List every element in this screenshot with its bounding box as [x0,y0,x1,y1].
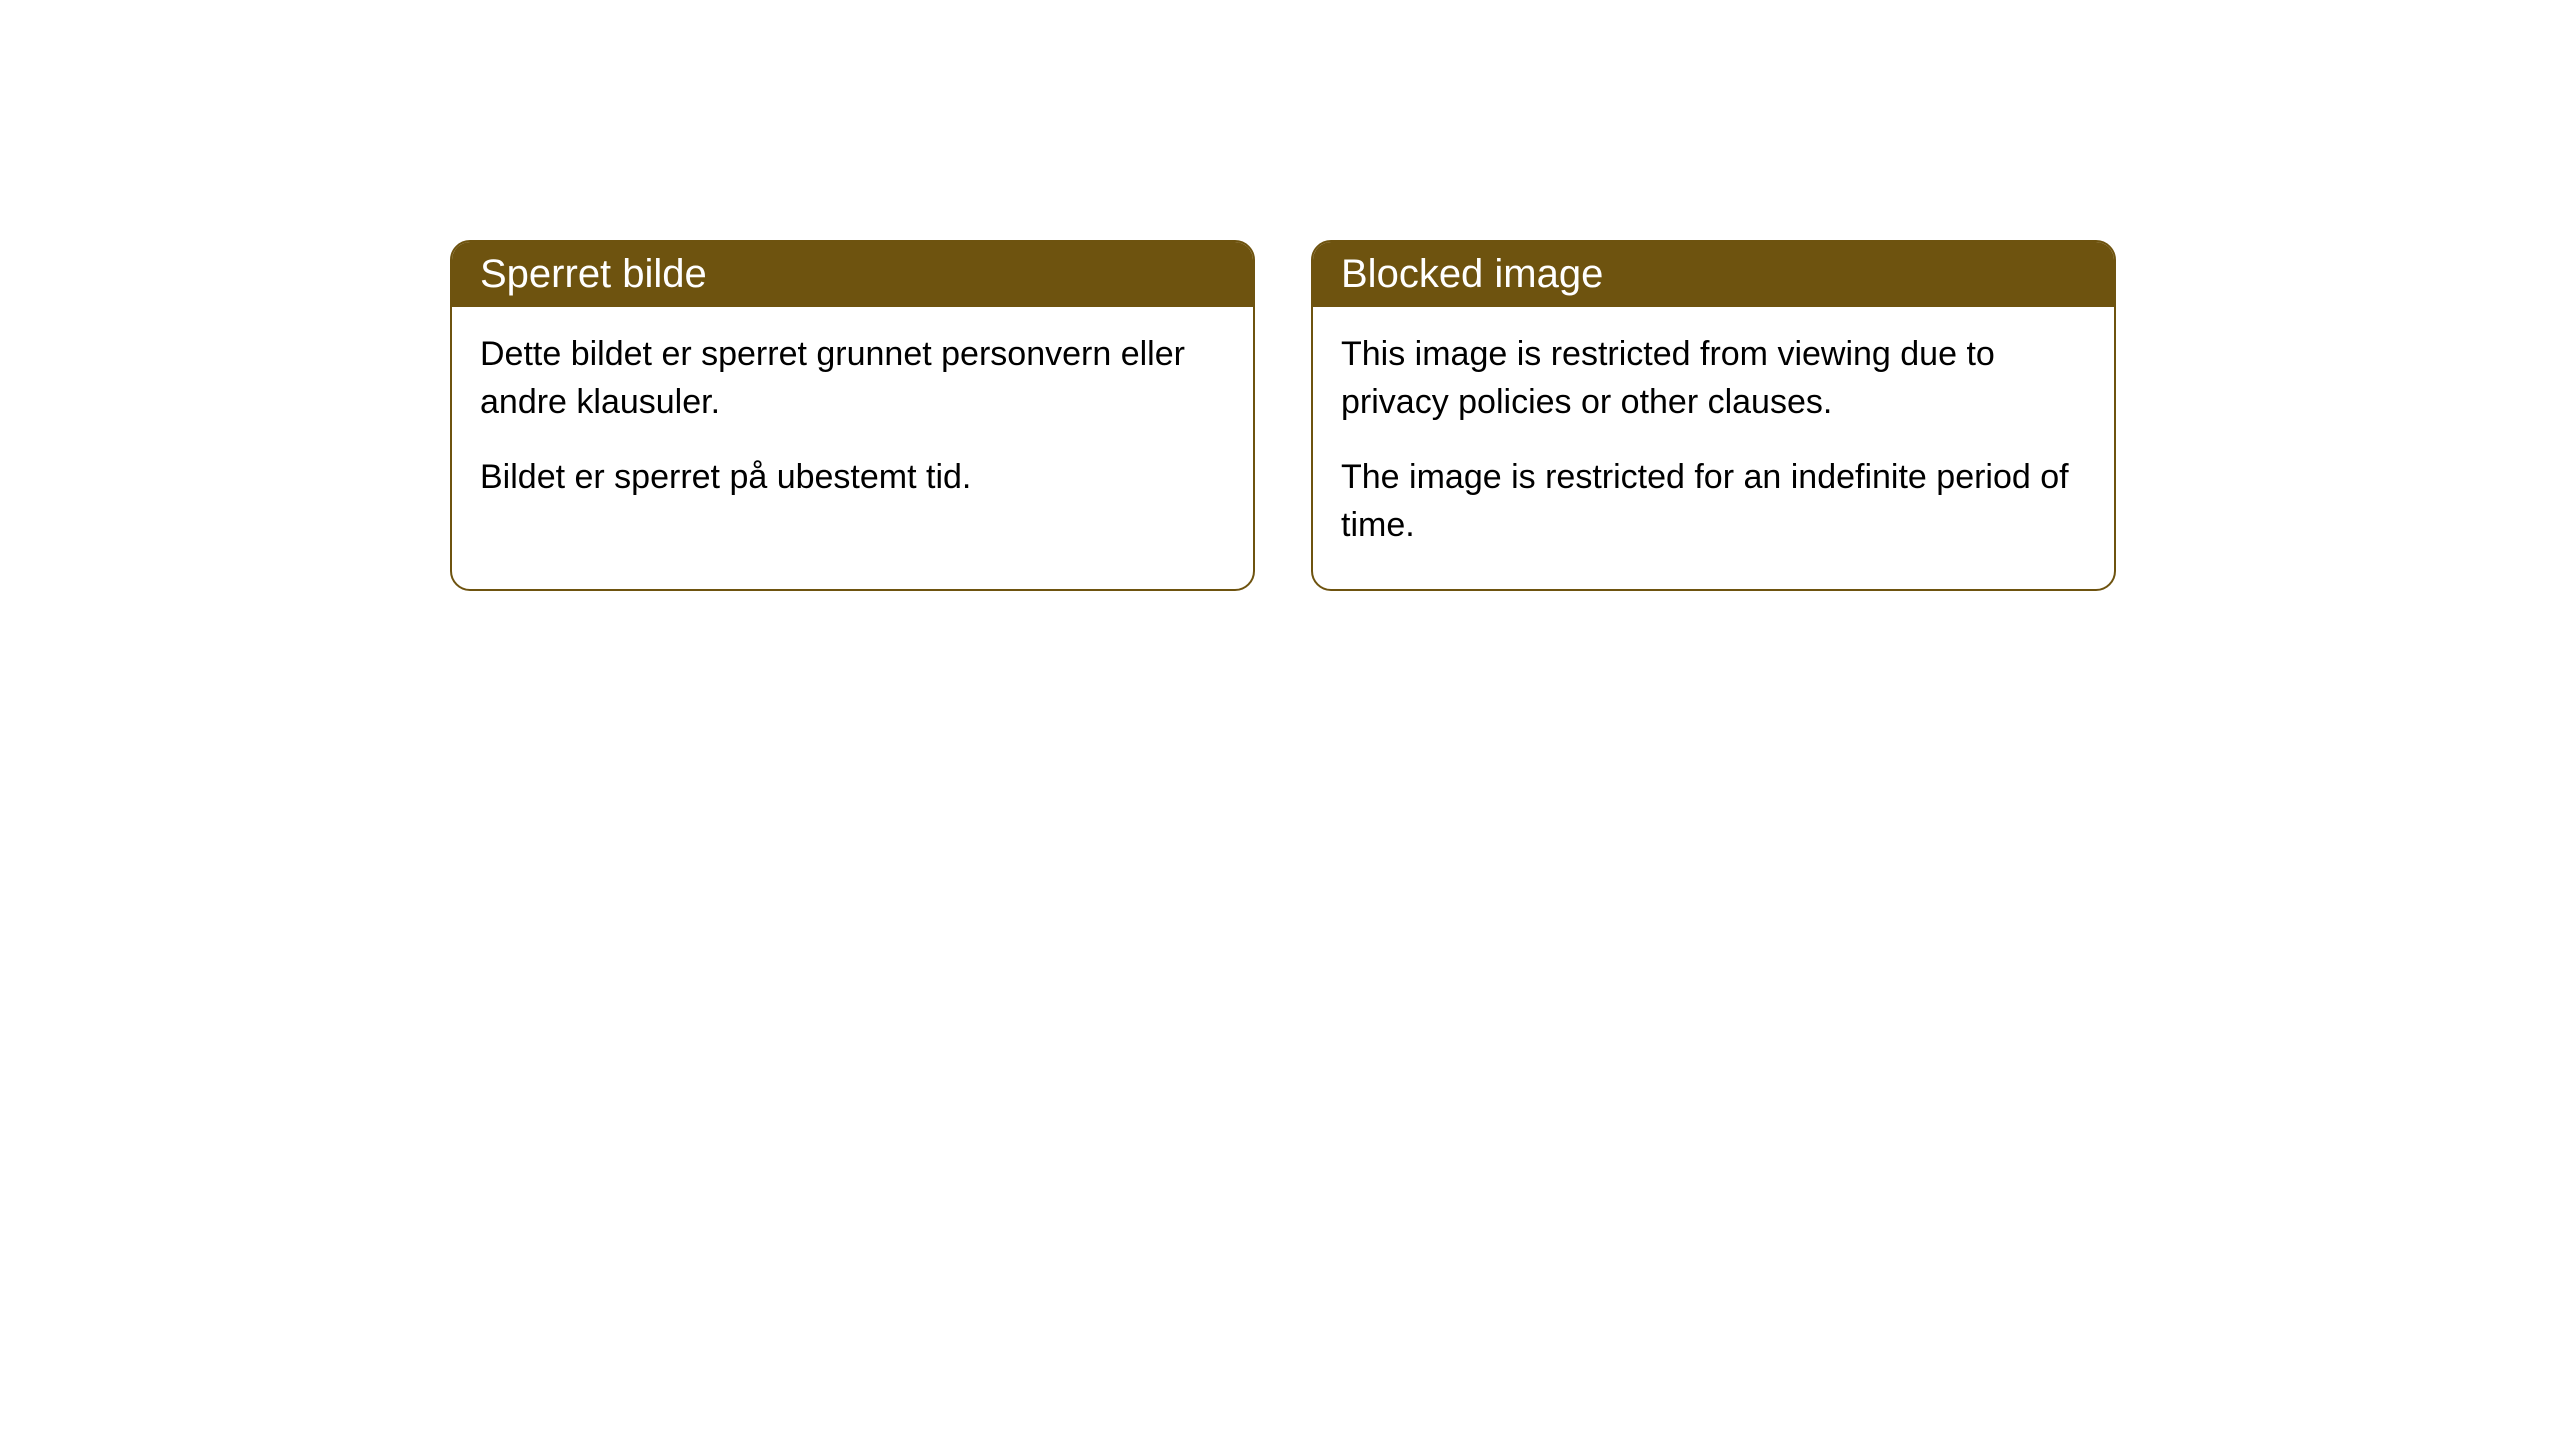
card-paragraph: Bildet er sperret på ubestemt tid. [480,454,1225,502]
notice-cards-container: Sperret bilde Dette bildet er sperret gr… [450,240,2116,591]
card-body: Dette bildet er sperret grunnet personve… [452,307,1253,542]
card-paragraph: The image is restricted for an indefinit… [1341,454,2086,549]
card-title: Blocked image [1341,252,1603,296]
notice-card-english: Blocked image This image is restricted f… [1311,240,2116,591]
card-header: Blocked image [1313,242,2114,307]
card-body: This image is restricted from viewing du… [1313,307,2114,589]
notice-card-norwegian: Sperret bilde Dette bildet er sperret gr… [450,240,1255,591]
card-header: Sperret bilde [452,242,1253,307]
card-paragraph: Dette bildet er sperret grunnet personve… [480,331,1225,426]
card-paragraph: This image is restricted from viewing du… [1341,331,2086,426]
card-title: Sperret bilde [480,252,707,296]
